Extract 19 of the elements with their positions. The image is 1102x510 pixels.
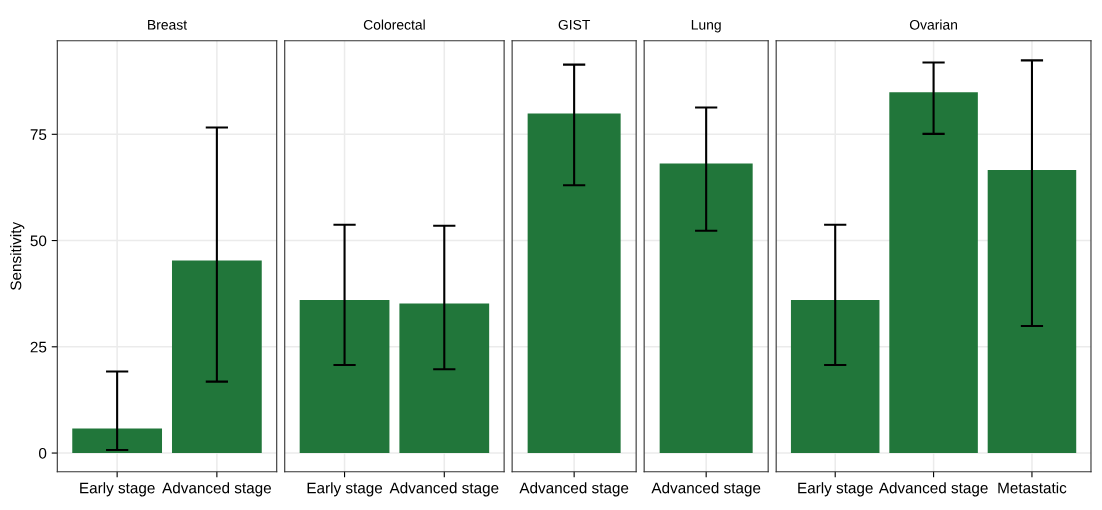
y-tick-label: 75	[30, 129, 47, 140]
x-tick-label: Advanced stage	[162, 482, 271, 497]
x-tick-label: Early stage	[798, 482, 873, 497]
chart-title: Lung	[691, 20, 721, 33]
x-tick-label: Advanced stage	[878, 482, 988, 497]
y-tick-label: 0	[38, 447, 47, 459]
chart-title: Breast	[148, 20, 187, 30]
x-tick-label: Advanced stage	[651, 482, 761, 497]
chart-title: GIST	[558, 19, 591, 30]
x-tick-label: Advanced stage	[389, 482, 499, 497]
x-tick-label: Early stage	[80, 482, 155, 497]
y-tick-label: 25	[30, 341, 47, 353]
x-tick-label: Advanced stage	[519, 482, 629, 497]
chart-title: Colorectal	[363, 19, 425, 30]
y-tick-label: 50	[30, 235, 47, 247]
x-tick-label: Metastatic	[998, 482, 1067, 494]
chart-title: Ovarian	[909, 19, 957, 30]
x-tick-label: Early stage	[307, 482, 383, 497]
y-axis-title: Sensitivity	[10, 221, 25, 290]
